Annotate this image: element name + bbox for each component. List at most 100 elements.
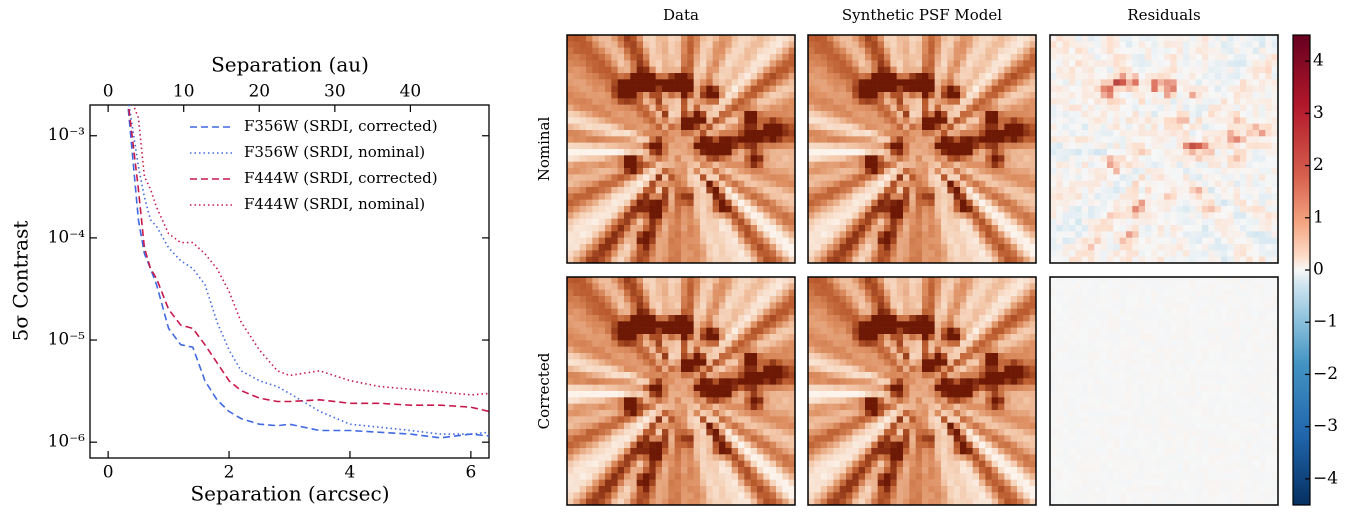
image-pixel <box>985 54 992 61</box>
image-pixel <box>732 442 739 449</box>
image-pixel <box>833 193 840 200</box>
image-pixel <box>725 423 732 430</box>
image-pixel <box>1227 219 1234 226</box>
image-pixel <box>884 174 891 181</box>
image-pixel <box>649 397 656 404</box>
image-pixel <box>846 174 853 181</box>
image-pixel <box>1234 35 1241 42</box>
image-pixel <box>751 448 758 455</box>
image-pixel <box>916 117 923 124</box>
image-pixel <box>1246 187 1253 194</box>
image-pixel <box>706 385 713 392</box>
image-pixel <box>763 296 770 303</box>
image-pixel <box>852 73 859 80</box>
image-pixel <box>744 98 751 105</box>
image-pixel <box>1158 162 1165 169</box>
image-pixel <box>656 111 663 118</box>
image-pixel <box>985 105 992 112</box>
image-pixel <box>852 206 859 213</box>
image-pixel <box>1120 244 1127 251</box>
image-pixel <box>1113 124 1120 131</box>
image-pixel <box>1113 231 1120 238</box>
image-pixel <box>687 435 694 442</box>
image-pixel <box>992 212 999 219</box>
image-pixel <box>1170 238 1177 245</box>
image-pixel <box>713 48 720 55</box>
image-pixel <box>573 231 580 238</box>
image-pixel <box>960 105 967 112</box>
image-pixel <box>909 162 916 169</box>
image-pixel <box>1151 98 1158 105</box>
image-pixel <box>744 79 751 86</box>
image-pixel <box>694 416 701 423</box>
image-pixel <box>592 212 599 219</box>
image-pixel <box>567 283 574 290</box>
image-pixel <box>960 79 967 86</box>
image-pixel <box>713 315 720 322</box>
image-pixel <box>675 250 682 257</box>
image-pixel <box>1246 79 1253 86</box>
image-pixel <box>1170 73 1177 80</box>
image-pixel <box>580 174 587 181</box>
image-pixel <box>567 296 574 303</box>
image-pixel <box>1069 73 1076 80</box>
image-pixel <box>738 155 745 162</box>
image-pixel <box>1120 130 1127 137</box>
image-pixel <box>1050 86 1057 93</box>
image-pixel <box>611 296 618 303</box>
image-pixel <box>1164 41 1171 48</box>
image-pixel <box>814 130 821 137</box>
image-pixel <box>1145 67 1152 74</box>
image-pixel <box>662 359 669 366</box>
image-pixel <box>1253 212 1260 219</box>
image-pixel <box>941 231 948 238</box>
image-pixel <box>1004 238 1011 245</box>
image-pixel <box>947 193 954 200</box>
image-pixel <box>1101 193 1108 200</box>
image-pixel <box>580 340 587 347</box>
image-pixel <box>1023 111 1030 118</box>
image-pixel <box>979 48 986 55</box>
image-pixel <box>700 162 707 169</box>
image-pixel <box>713 219 720 226</box>
image-pixel <box>1202 143 1209 150</box>
image-pixel <box>694 219 701 226</box>
image-pixel <box>1265 181 1272 188</box>
image-pixel <box>744 277 751 284</box>
image-pixel <box>1246 143 1253 150</box>
image-pixel <box>782 404 789 411</box>
image-pixel <box>656 353 663 360</box>
image-pixel <box>763 391 770 398</box>
image-pixel <box>1259 181 1266 188</box>
image-pixel <box>770 73 777 80</box>
image-pixel <box>1183 174 1190 181</box>
image-pixel <box>694 155 701 162</box>
image-pixel <box>725 283 732 290</box>
image-pixel <box>706 86 713 93</box>
image-pixel <box>1088 143 1095 150</box>
image-pixel <box>1120 143 1127 150</box>
image-pixel <box>687 448 694 455</box>
image-pixel <box>630 290 637 297</box>
image-pixel <box>706 397 713 404</box>
image-pixel <box>744 124 751 131</box>
image-pixel <box>1240 149 1247 156</box>
image-pixel <box>1246 98 1253 105</box>
image-pixel <box>1082 212 1089 219</box>
image-pixel <box>916 162 923 169</box>
image-pixel <box>744 231 751 238</box>
image-pixel <box>719 212 726 219</box>
image-pixel <box>884 181 891 188</box>
image-pixel <box>1196 41 1203 48</box>
image-pixel <box>1094 149 1101 156</box>
image-pixel <box>928 79 935 86</box>
image-pixel <box>719 277 726 284</box>
image-pixel <box>884 225 891 232</box>
image-pixel <box>586 200 593 207</box>
image-pixel <box>1082 54 1089 61</box>
image-pixel <box>1139 149 1146 156</box>
image-pixel <box>840 48 847 55</box>
image-pixel <box>1189 60 1196 67</box>
image-pixel <box>687 277 694 284</box>
image-pixel <box>656 124 663 131</box>
